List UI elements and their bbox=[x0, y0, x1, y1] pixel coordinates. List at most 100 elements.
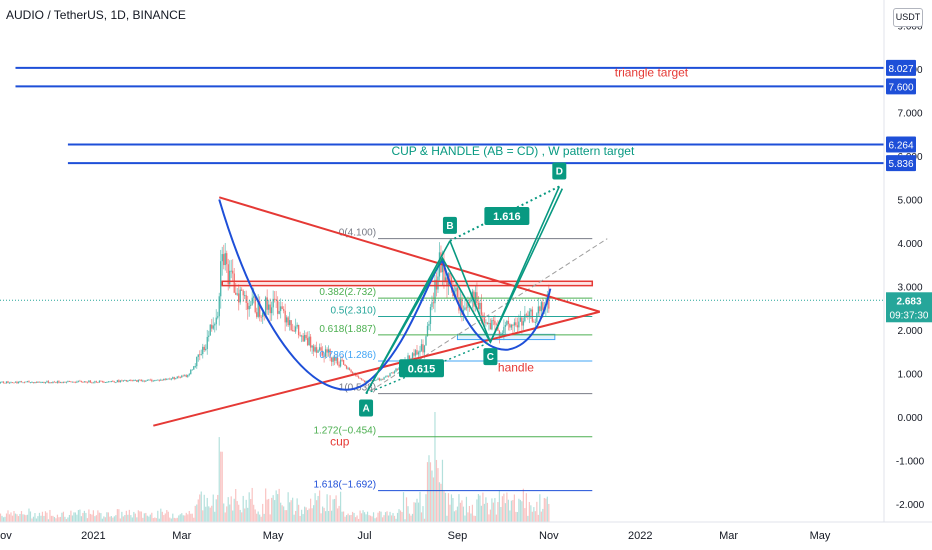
volume-bar bbox=[414, 502, 417, 522]
candle-body bbox=[91, 382, 93, 384]
volume-bar bbox=[380, 511, 382, 522]
candle-body bbox=[278, 311, 280, 314]
candle-body bbox=[528, 311, 531, 317]
volume-bar bbox=[181, 513, 183, 522]
price-tick-label: 0.000 bbox=[897, 413, 922, 424]
volume-bars bbox=[0, 412, 550, 522]
candle-body bbox=[20, 381, 23, 383]
candle-body bbox=[89, 380, 92, 383]
price-label-text: 6.264 bbox=[888, 141, 913, 152]
candle-body bbox=[110, 381, 113, 382]
candle-body bbox=[133, 380, 135, 382]
candle-body bbox=[34, 382, 36, 384]
candle-body bbox=[359, 377, 361, 379]
volume-bar bbox=[266, 499, 268, 522]
volume-bar bbox=[359, 510, 361, 522]
candle-body bbox=[425, 336, 427, 346]
candle-body bbox=[242, 290, 244, 296]
volume-bar bbox=[151, 512, 153, 522]
candle-body bbox=[468, 301, 471, 303]
price-tick-label: 4.000 bbox=[897, 239, 922, 250]
candle-body bbox=[375, 379, 378, 381]
candle-body bbox=[287, 317, 289, 326]
volume-bar bbox=[43, 515, 45, 522]
volume-bar bbox=[263, 513, 265, 522]
volume-bar bbox=[413, 502, 415, 522]
volume-bar bbox=[194, 505, 196, 522]
candle-body bbox=[347, 368, 349, 370]
volume-bar bbox=[480, 505, 483, 522]
volume-bar bbox=[221, 451, 223, 522]
volume-bar bbox=[476, 499, 478, 522]
volume-bar bbox=[305, 507, 307, 522]
volume-bar bbox=[333, 498, 336, 522]
currency-button[interactable]: USDT bbox=[893, 8, 923, 27]
volume-bar bbox=[161, 511, 163, 522]
candle-body bbox=[332, 357, 334, 362]
volume-bar bbox=[311, 508, 313, 522]
volume-bar bbox=[167, 511, 169, 522]
time-tick-label: Nov bbox=[539, 530, 559, 542]
volume-bar bbox=[113, 516, 115, 522]
candle-body bbox=[302, 335, 304, 342]
candle-body bbox=[137, 379, 140, 382]
candle-body bbox=[104, 382, 107, 384]
candle-body bbox=[31, 382, 33, 383]
candle-body bbox=[200, 354, 202, 355]
volume-bar bbox=[103, 516, 105, 522]
candle-body bbox=[318, 347, 321, 351]
volume-bar bbox=[77, 510, 80, 522]
candle-body bbox=[38, 381, 41, 383]
candle-body bbox=[531, 309, 534, 322]
candle-body bbox=[321, 350, 324, 356]
candle-body bbox=[67, 381, 69, 382]
candle-body bbox=[49, 382, 51, 384]
volume-bar bbox=[482, 492, 484, 522]
candle-body bbox=[455, 287, 457, 292]
candle-body bbox=[229, 270, 231, 285]
volume-bar bbox=[16, 514, 18, 522]
candle-body bbox=[220, 261, 222, 297]
candle-body bbox=[109, 381, 111, 383]
candle-body bbox=[417, 352, 420, 355]
candle-body bbox=[176, 376, 178, 379]
candle-body bbox=[518, 321, 520, 328]
candle-body bbox=[146, 379, 149, 381]
volume-bar bbox=[185, 512, 187, 522]
candle-body bbox=[351, 371, 354, 374]
volume-bar bbox=[369, 515, 372, 522]
candle-body bbox=[205, 348, 207, 350]
volume-bar bbox=[545, 498, 547, 522]
volume-bar bbox=[8, 514, 11, 522]
candle-body bbox=[255, 312, 258, 317]
volume-bar bbox=[528, 501, 530, 522]
ab-leg bbox=[365, 240, 451, 394]
candle-body bbox=[0, 381, 2, 383]
candle-body bbox=[151, 379, 153, 382]
volume-bar bbox=[326, 494, 328, 522]
volume-bar bbox=[461, 500, 463, 522]
candle-body bbox=[92, 382, 95, 384]
candle-body bbox=[254, 296, 256, 313]
fib-level-label: 0.5(2.310) bbox=[330, 306, 376, 317]
candle-body bbox=[70, 381, 72, 383]
volume-bar bbox=[25, 515, 27, 522]
volume-bar bbox=[52, 515, 54, 522]
volume-bar bbox=[64, 516, 66, 522]
candle-body bbox=[244, 295, 246, 297]
candle-body bbox=[494, 320, 496, 325]
point-badge-c bbox=[483, 348, 498, 366]
candle-body bbox=[329, 349, 331, 358]
volume-bar bbox=[488, 514, 490, 522]
candle-body bbox=[291, 330, 294, 331]
candle-body bbox=[357, 376, 360, 378]
chart-annotation: cup bbox=[330, 434, 350, 448]
volume-bar bbox=[131, 517, 133, 522]
candle-body bbox=[121, 380, 123, 382]
volume-bar bbox=[112, 517, 114, 522]
volume-bar bbox=[202, 510, 204, 522]
volume-bar bbox=[335, 495, 337, 522]
volume-bar bbox=[152, 518, 154, 522]
volume-bar bbox=[2, 517, 5, 522]
